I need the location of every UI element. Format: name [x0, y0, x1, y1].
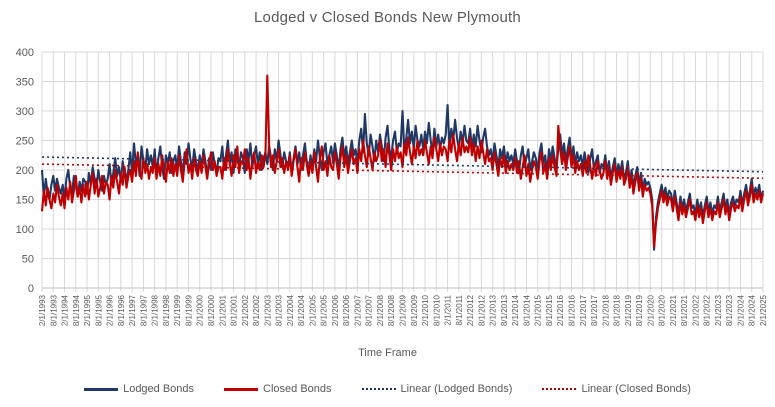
x-axis-tick-label: 2/1/2016 [556, 294, 565, 326]
x-axis-tick-label: 8/1/1998 [162, 294, 171, 326]
lodged-bonds-line-sample-icon [84, 387, 119, 391]
x-axis-tick-label: 2/1/2014 [511, 294, 520, 326]
x-axis-tick-label: 8/1/1994 [72, 294, 81, 326]
x-axis-tick-label: 8/1/1999 [184, 294, 193, 326]
linear-closed-line-sample-icon [542, 388, 577, 390]
x-axis-tick-label: 8/1/2008 [387, 294, 396, 326]
x-axis-tick-label: 8/1/2007 [365, 294, 374, 326]
x-axis-tick-label: 8/1/2021 [680, 294, 689, 326]
x-axis-tick-label: 2/1/1995 [83, 294, 92, 326]
y-axis-tick-label: 400 [16, 47, 34, 59]
x-axis-tick-label: 2/1/2024 [736, 294, 745, 326]
y-axis-tick-label: 300 [16, 106, 34, 118]
x-axis-tick-label: 8/1/2015 [545, 294, 554, 326]
x-axis-tick-label: 8/1/2023 [725, 294, 734, 326]
x-axis-tick-label: 8/1/2005 [320, 294, 329, 326]
legend-label-closed-bonds: Closed Bonds [263, 383, 332, 395]
x-axis-tick-label: 2/1/2001 [218, 294, 227, 326]
x-axis-tick-label: 2/1/2019 [624, 294, 633, 326]
legend: Lodged Bonds Closed Bonds Linear (Lodged… [0, 383, 775, 395]
x-axis-tick-label: 8/1/2018 [613, 294, 622, 326]
x-axis-tick-label: 8/1/2012 [477, 294, 486, 326]
closed-bonds-series-line [40, 74, 765, 248]
x-axis-tick-label: 2/1/2009 [399, 294, 408, 326]
x-axis-tick-label: 8/1/2010 [432, 294, 441, 326]
closed-bonds-line-sample-icon [224, 387, 259, 391]
x-axis-tick-label: 2/1/1993 [38, 294, 47, 326]
y-axis-tick-label: 50 [22, 254, 34, 266]
x-axis-tick-label: 8/1/2016 [567, 294, 576, 326]
x-axis-tick-label: 8/1/2013 [500, 294, 509, 326]
x-axis-tick-label: 2/1/2020 [646, 294, 655, 326]
legend-item-linear-closed-bonds: Linear (Closed Bonds) [542, 383, 691, 395]
x-axis-tick-label: 2/1/1997 [128, 294, 137, 326]
x-axis-tick-label: 8/1/2011 [455, 294, 464, 325]
x-axis-tick-label: 2/1/2021 [669, 294, 678, 326]
x-axis-tick-label: 2/1/2007 [353, 294, 362, 326]
x-axis-tick-label: 2/1/1994 [61, 294, 70, 326]
x-axis-tick-label: 2/1/2018 [601, 294, 610, 326]
x-axis-tick-label: 2/1/2006 [331, 294, 340, 326]
x-axis-tick-label: 8/1/2014 [522, 294, 531, 326]
x-axis-tick-label: 8/1/2000 [207, 294, 216, 326]
legend-label-linear-closed-bonds: Linear (Closed Bonds) [581, 383, 691, 395]
x-axis-tick-label: 8/1/2017 [590, 294, 599, 326]
x-axis-tick-label: 2/1/2008 [376, 294, 385, 326]
x-axis-tick-label: 2/1/2010 [421, 294, 430, 326]
x-axis-tick-label: 2/1/2023 [714, 294, 723, 326]
linear-lodged-line-sample-icon [361, 388, 396, 390]
x-axis-tick-label: 2/1/2000 [196, 294, 205, 326]
linear-lodged-bonds--trendline [41, 156, 764, 173]
x-axis-tick-label: 8/1/1993 [49, 294, 58, 326]
x-axis-tick-label: 8/1/2004 [297, 294, 306, 326]
x-axis-tick-label: 2/1/2017 [579, 294, 588, 326]
x-axis-tick-label: 8/1/2009 [410, 294, 419, 326]
x-axis-tick-label: 8/1/2001 [230, 294, 239, 326]
legend-label-lodged-bonds: Lodged Bonds [123, 383, 195, 395]
x-axis-tick-label: 8/1/2020 [658, 294, 667, 326]
x-axis-tick-label: 8/1/2019 [635, 294, 644, 326]
x-axis-tick-label: 2/1/1999 [173, 294, 182, 326]
x-axis-tick-label: 8/1/2022 [703, 294, 712, 326]
x-axis-tick-label: 2/1/2002 [241, 294, 250, 326]
x-axis-tick-label: 2/1/2022 [691, 294, 700, 326]
x-axis-tick-label: 8/1/1995 [94, 294, 103, 326]
x-axis-tick-label: 2/1/2015 [534, 294, 543, 326]
chart-title: Lodged v Closed Bonds New Plymouth [254, 9, 521, 26]
legend-item-linear-lodged-bonds: Linear (Lodged Bonds) [361, 383, 513, 395]
x-axis-tick-label: 2/1/2005 [308, 294, 317, 326]
y-axis-tick-label: 100 [16, 224, 34, 236]
x-axis-tick-label: 2/1/1996 [106, 294, 115, 326]
x-axis-tick-label: 2/1/2013 [489, 294, 498, 326]
x-axis-tick-label: 8/1/1997 [139, 294, 148, 326]
y-axis-tick-label: 350 [16, 77, 34, 89]
x-axis-tick-label: 8/1/1996 [117, 294, 126, 326]
x-axis-tick-label: 8/1/2002 [252, 294, 261, 326]
legend-label-linear-lodged-bonds: Linear (Lodged Bonds) [400, 383, 513, 395]
x-axis-tick-label: 2/1/2025 [759, 294, 768, 326]
x-axis-title: Time Frame [358, 347, 417, 359]
x-axis-tick-label: 2/1/2004 [286, 294, 295, 326]
x-axis-tick-label: 8/1/2003 [275, 294, 284, 326]
y-axis-tick-label: 200 [16, 165, 34, 177]
x-axis-tick-label: 2/1/2011 [444, 294, 453, 325]
y-axis-tick-label: 150 [16, 195, 34, 207]
x-axis-tick-label: 2/1/1998 [151, 294, 160, 326]
legend-item-lodged-bonds: Lodged Bonds [84, 383, 194, 395]
x-axis-tick-label: 8/1/2006 [342, 294, 351, 326]
legend-item-closed-bonds: Closed Bonds [224, 383, 332, 395]
y-axis-tick-label: 0 [28, 283, 34, 295]
y-axis-tick-label: 250 [16, 136, 34, 148]
x-axis-tick-label: 8/1/2024 [748, 294, 757, 326]
x-axis-tick-label: 2/1/2012 [466, 294, 475, 326]
linear-closed-bonds--trendline [41, 163, 764, 180]
x-axis-tick-label: 2/1/2003 [263, 294, 272, 326]
